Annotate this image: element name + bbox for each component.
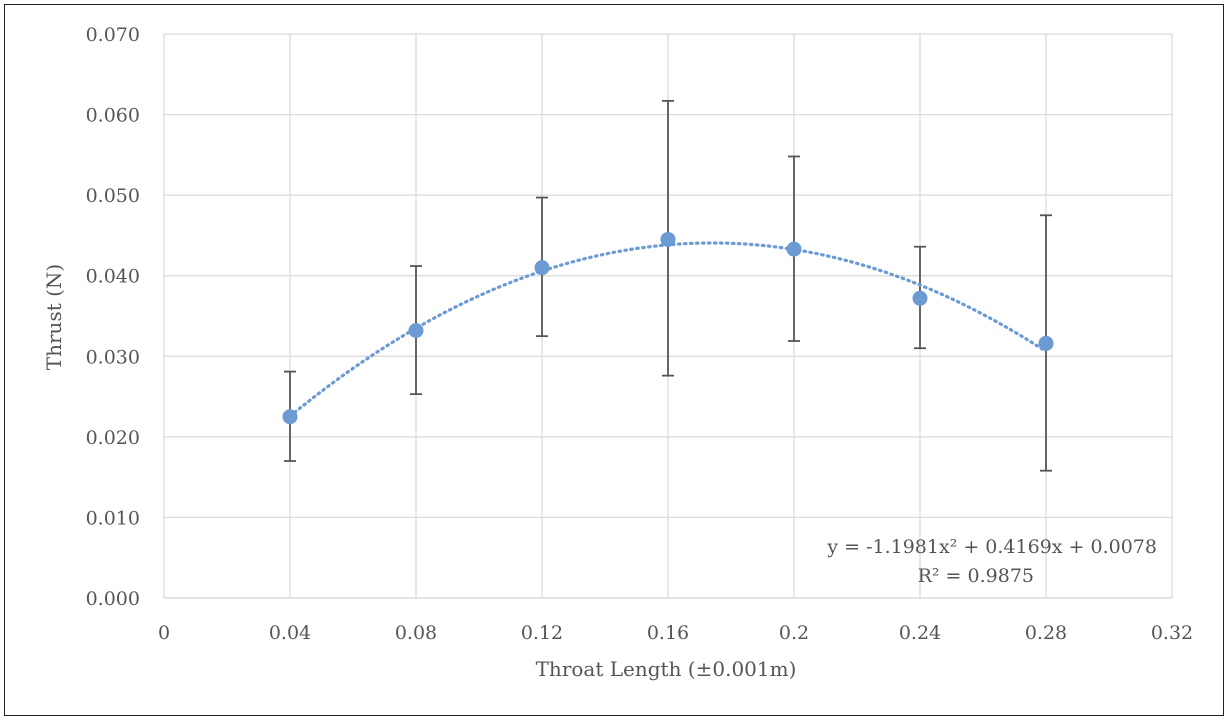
x-tick-label: 0.2 (779, 622, 809, 644)
x-tick-label: 0.24 (899, 622, 941, 644)
y-tick-label: 0.030 (86, 346, 140, 368)
data-points (282, 231, 1054, 425)
y-tick-label: 0.060 (86, 105, 140, 127)
x-tick-label: 0.32 (1151, 622, 1193, 644)
data-point (660, 231, 676, 247)
y-tick-label: 0.000 (86, 588, 140, 610)
trendline-equation: y = -1.1981x² + 0.4169x + 0.0078 (826, 536, 1157, 558)
x-tick-label: 0.16 (647, 622, 689, 644)
y-tick-label: 0.040 (86, 266, 140, 288)
y-tick-label: 0.070 (86, 24, 140, 46)
data-point (912, 290, 928, 306)
x-tick-label: 0.12 (521, 622, 563, 644)
data-point (1038, 335, 1054, 351)
chart-frame (4, 4, 1224, 716)
x-tick-label: 0 (158, 622, 170, 644)
y-tick-label: 0.010 (86, 507, 140, 529)
x-tick-label: 0.28 (1025, 622, 1067, 644)
data-point (282, 409, 298, 425)
y-axis-title: Thrust (N) (42, 264, 66, 370)
x-tick-label: 0.08 (395, 622, 437, 644)
data-point (408, 323, 424, 339)
y-tick-label: 0.020 (86, 427, 140, 449)
trendline-r-squared: R² = 0.9875 (918, 565, 1034, 587)
y-tick-label: 0.050 (86, 185, 140, 207)
data-point (786, 241, 802, 257)
tick-labels: 0.0000.0100.0200.0300.0400.0500.0600.070… (86, 24, 1194, 644)
data-point (534, 260, 550, 276)
grid (163, 33, 1173, 599)
x-axis-title: Throat Length (±0.001m) (536, 657, 797, 681)
x-tick-label: 0.04 (269, 622, 311, 644)
